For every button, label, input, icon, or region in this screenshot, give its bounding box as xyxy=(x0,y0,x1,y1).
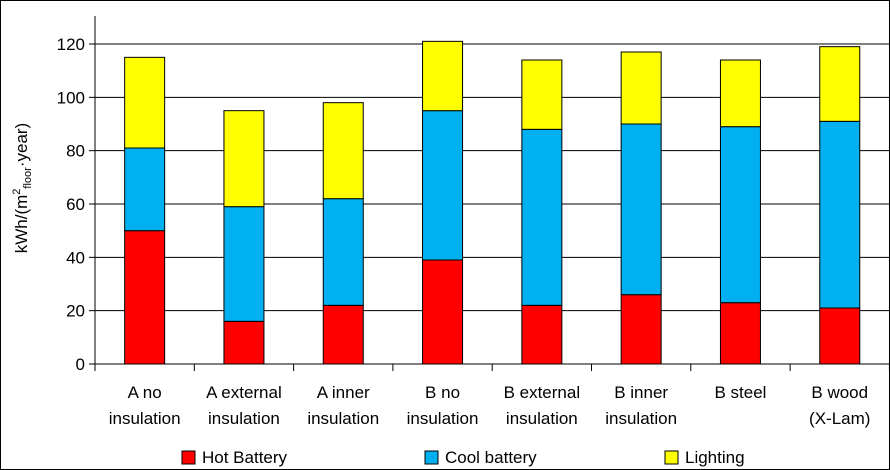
bar-hot-battery xyxy=(719,302,761,365)
bar-hot-battery xyxy=(819,307,861,365)
category-label: insulation xyxy=(208,409,280,428)
bar-hot-battery xyxy=(521,304,563,365)
legend-swatch-hot-battery xyxy=(181,450,196,465)
y-tick-label: 120 xyxy=(57,35,85,54)
category-label: insulation xyxy=(109,409,181,428)
y-tick-label: 40 xyxy=(66,248,85,267)
x-axis-labels: A no insulation A external insulation A inne… xyxy=(109,383,871,428)
legend: Hot Battery Cool battery Lighting xyxy=(181,448,745,467)
bar-lighting xyxy=(521,59,563,130)
y-axis-ticks: 0 20 40 60 80 100 120 xyxy=(57,35,95,374)
axes xyxy=(94,16,890,371)
category-label: A no xyxy=(128,383,162,402)
category-label: insulation xyxy=(307,409,379,428)
bar-lighting xyxy=(322,102,364,200)
bar-cool-battery xyxy=(422,110,464,261)
category-label: (X-Lam) xyxy=(809,409,870,428)
legend-label: Hot Battery xyxy=(202,448,288,467)
bar-lighting xyxy=(124,56,166,149)
legend-swatch-cool-battery xyxy=(424,450,439,465)
category-label: A inner xyxy=(317,383,370,402)
bar-cool-battery xyxy=(124,147,166,232)
category-label: B wood xyxy=(811,383,868,402)
y-axis-label: kWh/(m2floor·year) xyxy=(11,123,34,253)
bar-hot-battery xyxy=(124,230,166,365)
bar-hot-battery xyxy=(422,259,464,365)
y-tick-label: 100 xyxy=(57,88,85,107)
category-label: B no xyxy=(425,383,460,402)
bars xyxy=(124,40,861,365)
bar-cool-battery xyxy=(819,120,861,309)
category-label: insulation xyxy=(605,409,677,428)
legend-swatch-lighting xyxy=(664,450,679,465)
category-label: insulation xyxy=(506,409,578,428)
y-tick-label: 60 xyxy=(66,195,85,214)
bar-lighting xyxy=(223,110,265,208)
bar-cool-battery xyxy=(223,206,265,322)
bar-lighting xyxy=(819,46,861,122)
bar-cool-battery xyxy=(322,198,364,306)
category-label: B external xyxy=(504,383,581,402)
y-tick-label: 0 xyxy=(76,355,85,374)
bar-hot-battery xyxy=(223,320,265,365)
category-label: B inner xyxy=(614,383,668,402)
y-tick-label: 80 xyxy=(66,142,85,161)
category-label: B steel xyxy=(714,383,766,402)
bar-hot-battery xyxy=(322,304,364,365)
bar-cool-battery xyxy=(719,126,761,304)
category-label: A external xyxy=(206,383,282,402)
bar-lighting xyxy=(620,51,662,125)
bar-lighting xyxy=(422,40,464,112)
legend-label: Cool battery xyxy=(445,448,537,467)
bar-hot-battery xyxy=(620,294,662,365)
bar-lighting xyxy=(719,59,761,128)
category-label: insulation xyxy=(407,409,479,428)
bar-cool-battery xyxy=(620,123,662,296)
legend-label: Lighting xyxy=(685,448,745,467)
bar-cool-battery xyxy=(521,128,563,306)
y-tick-label: 20 xyxy=(66,302,85,321)
